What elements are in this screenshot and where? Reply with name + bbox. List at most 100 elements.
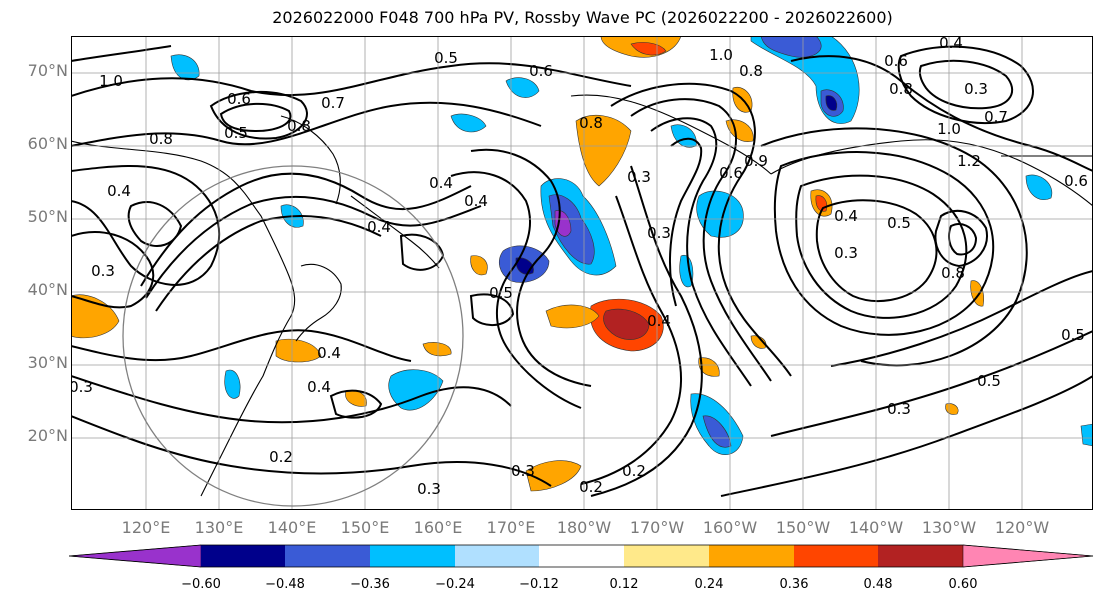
pv-contour-line (71, 101, 542, 147)
lon-label-170w: 170°W (629, 518, 685, 537)
contour-label: 1.2 (957, 152, 981, 170)
pv-contour-line (918, 59, 1013, 110)
lat-label-40n: 40°N (27, 280, 68, 299)
lat-label-20n: 20°N (27, 426, 68, 445)
japan-coast (295, 263, 342, 342)
pv-contour-line (140, 172, 472, 287)
lon-label-120w: 120°W (994, 518, 1050, 537)
contour-label: 0.5 (434, 49, 458, 67)
contour-label: 0.4 (647, 312, 671, 330)
negative-anomaly-shade (1080, 423, 1093, 447)
pv-contour-line (610, 82, 792, 377)
contour-label: 0.6 (884, 52, 908, 70)
pv-contour-line (770, 330, 1093, 437)
contour-label: 0.4 (429, 174, 453, 192)
pv-contour-line (71, 415, 552, 487)
contour-label: 0.5 (887, 214, 911, 232)
pv-contour-line (209, 90, 308, 140)
pv-contour-line (71, 375, 512, 424)
negative-anomaly-shade (702, 415, 732, 448)
lon-label-120e: 120°E (121, 518, 171, 537)
lon-label-170e: 170°E (486, 518, 536, 537)
pv-contour-line (470, 148, 592, 387)
lon-label-130w: 130°W (921, 518, 977, 537)
contour-label: 0.8 (149, 130, 173, 148)
pv-contour-line (71, 62, 632, 97)
contour-label: 0.2 (269, 448, 293, 466)
pv-contour-line (948, 223, 978, 256)
contour-label: 0.6 (529, 62, 553, 80)
contour-label: 0.4 (307, 378, 331, 396)
pv-contour-line (71, 165, 221, 286)
contour-label: 0.5 (977, 372, 1001, 390)
pv-contour-line (934, 209, 988, 268)
contour-label: 0.7 (984, 108, 1008, 126)
contour-label: 0.8 (287, 117, 311, 135)
colorbar-tick: 0.24 (694, 577, 724, 592)
pv-contour-line (219, 102, 292, 133)
lon-label-130e: 130°E (194, 518, 244, 537)
contour-label: 0.4 (367, 218, 391, 236)
lon-label-160e: 160°E (413, 518, 463, 537)
range-circle (122, 165, 464, 507)
negative-anomaly-shade (170, 54, 200, 81)
contour-label: 0.3 (91, 262, 115, 280)
colorbar-segment (962, 544, 1094, 568)
negative-anomaly-shade (224, 369, 241, 399)
colorbar-tick: −0.12 (519, 577, 559, 592)
contour-label: 0.5 (1061, 326, 1085, 344)
pv-contours (71, 45, 1093, 497)
pv-contour-line (760, 127, 1028, 367)
asia-coastline (71, 140, 296, 497)
bering-coast (570, 94, 772, 175)
contour-label: 0.3 (834, 244, 858, 262)
lon-label-160w: 160°W (702, 518, 758, 537)
colorbar-segment (794, 545, 878, 567)
lon-label-150e: 150°E (340, 518, 390, 537)
map-border (71, 36, 1093, 510)
positive-anomaly-shade (470, 255, 488, 276)
colorbar-tick: 0.48 (863, 577, 893, 592)
contour-label: 0.6 (719, 164, 743, 182)
pv-contour-line (590, 165, 703, 497)
lon-label-140w: 140°W (848, 518, 904, 537)
colorbar-tick: −0.24 (435, 577, 475, 592)
contour-label: 0.2 (622, 462, 646, 480)
map-background (71, 36, 1093, 510)
colorbar-segment (201, 545, 285, 567)
pv-contour-line (71, 45, 172, 62)
coastlines (71, 94, 1093, 510)
colorbar-segment (370, 545, 455, 567)
colorbar-segment (455, 545, 539, 567)
lat-label-30n: 30°N (27, 353, 68, 372)
pv-contour-line (580, 195, 682, 485)
contour-label: 1.0 (937, 120, 961, 138)
contour-label: 0.4 (834, 207, 858, 225)
pv-contour-line (650, 117, 752, 387)
positive-anomaly-shade (545, 304, 600, 329)
contour-label: 0.8 (739, 62, 763, 80)
contour-label: 0.9 (744, 152, 768, 170)
pv-contour-line (795, 174, 968, 319)
contour-label: 0.7 (321, 94, 345, 112)
contour-label: 0.8 (941, 264, 965, 282)
contour-labels: 1.0 0.5 0.6 0.6 0.7 0.8 0.8 0.5 0.4 0.3 … (71, 36, 1088, 498)
colorbar-tick: 0.12 (609, 577, 639, 592)
contour-label: 0.3 (71, 378, 93, 396)
pv-contour-line (773, 151, 995, 336)
lat-label-50n: 50°N (27, 207, 68, 226)
contour-label: 0.3 (887, 400, 911, 418)
pv-contour-line (720, 375, 1093, 497)
contour-label: 0.2 (579, 478, 603, 496)
positive-anomaly-shade (698, 357, 720, 377)
colorbar-tick: −0.60 (181, 577, 221, 592)
colorbar-segment (709, 545, 794, 567)
negative-anomaly-shade (1025, 174, 1053, 200)
lon-label-140e: 140°E (267, 518, 317, 537)
positive-anomaly-shade (525, 460, 582, 492)
lat-label-60n: 60°N (27, 134, 68, 153)
negative-anomaly-shade (505, 77, 540, 98)
lon-label-150w: 150°W (775, 518, 831, 537)
colorbar-tick: −0.48 (265, 577, 305, 592)
negative-anomaly-shade (825, 95, 838, 111)
